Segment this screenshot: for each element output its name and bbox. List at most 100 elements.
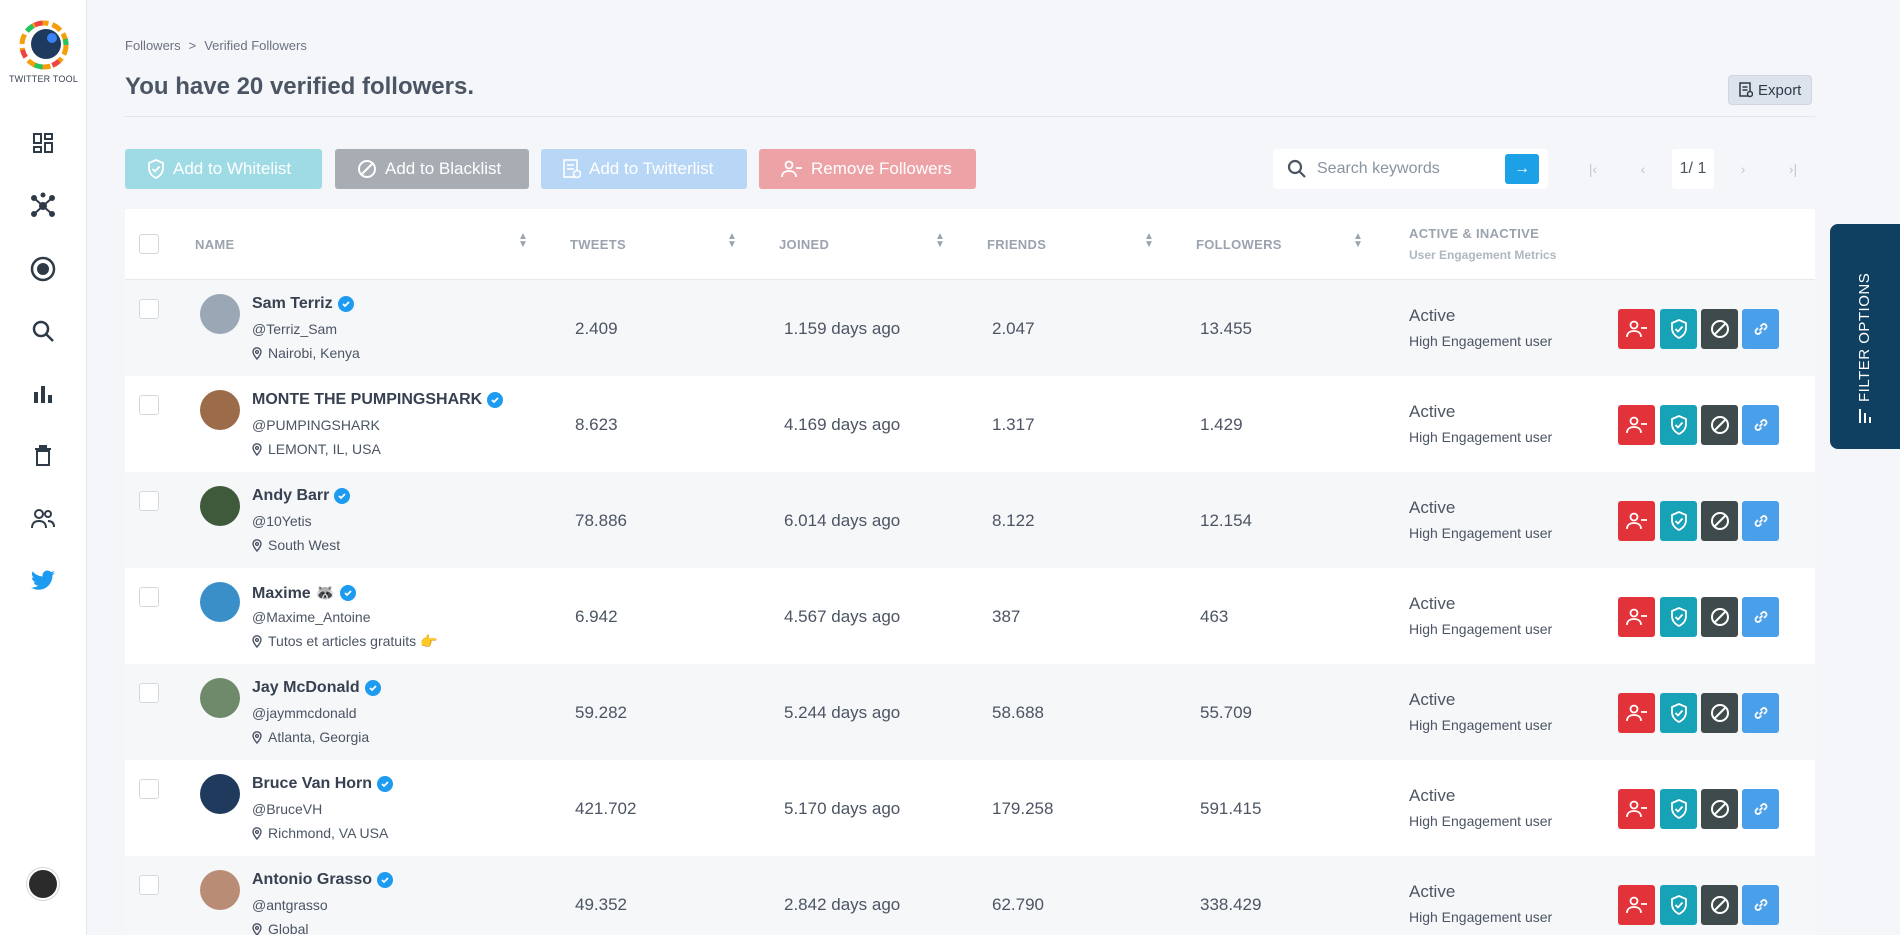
col-status[interactable]: ACTIVE & INACTIVE: [1409, 226, 1540, 241]
sort-icon[interactable]: ▲ ▼: [935, 231, 945, 250]
friends-count: 179.258: [992, 799, 1054, 818]
user-handle[interactable]: @antgrasso: [252, 897, 328, 913]
user-handle[interactable]: @10Yetis: [252, 513, 312, 529]
filter-options-tab[interactable]: FILTER OPTIONS: [1830, 224, 1900, 449]
bar-chart-icon[interactable]: [27, 378, 59, 410]
user-name-block[interactable]: Maxime 🦝: [252, 583, 357, 603]
row-checkbox[interactable]: [139, 299, 159, 319]
remove-follower-button[interactable]: [1618, 501, 1655, 541]
avatar[interactable]: [200, 486, 240, 526]
row-checkbox[interactable]: [139, 779, 159, 799]
users-icon[interactable]: [27, 503, 59, 535]
row-checkbox[interactable]: [139, 395, 159, 415]
user-handle[interactable]: @Maxime_Antoine: [252, 609, 371, 625]
col-joined[interactable]: JOINED: [779, 237, 830, 252]
network-icon[interactable]: [27, 190, 59, 222]
user-handle[interactable]: @PUMPINGSHARK: [252, 417, 380, 433]
col-name[interactable]: NAME: [195, 237, 235, 252]
add-to-whitelist-button[interactable]: Add to Whitelist: [125, 149, 322, 189]
whitelist-button[interactable]: [1660, 693, 1697, 733]
profile-link-button[interactable]: [1742, 885, 1779, 925]
whitelist-button[interactable]: [1660, 405, 1697, 445]
blacklist-button[interactable]: [1701, 309, 1738, 349]
user-handle[interactable]: @jaymmcdonald: [252, 705, 357, 721]
col-friends[interactable]: FRIENDS: [987, 237, 1047, 252]
app-logo[interactable]: TWITTER TOOL: [0, 20, 87, 84]
row-checkbox[interactable]: [139, 683, 159, 703]
remove-follower-button[interactable]: [1618, 789, 1655, 829]
profile-link-button[interactable]: [1742, 597, 1779, 637]
user-name-block[interactable]: Sam Terriz: [252, 295, 354, 313]
blacklist-button[interactable]: [1701, 597, 1738, 637]
whitelist-button[interactable]: [1660, 789, 1697, 829]
blacklist-button[interactable]: [1701, 405, 1738, 445]
col-followers[interactable]: FOLLOWERS: [1196, 237, 1282, 252]
search-submit-button[interactable]: →: [1505, 154, 1539, 184]
trash-icon[interactable]: [27, 440, 59, 472]
profile-link-button[interactable]: [1742, 501, 1779, 541]
profile-link-button[interactable]: [1742, 309, 1779, 349]
sort-icon[interactable]: ▲ ▼: [518, 231, 528, 250]
avatar[interactable]: [200, 774, 240, 814]
location-pin-icon: [252, 635, 262, 648]
friends-count: 1.317: [992, 415, 1035, 434]
remove-follower-button[interactable]: [1618, 597, 1655, 637]
remove-follower-button[interactable]: [1618, 885, 1655, 925]
last-page-button[interactable]: ›|: [1772, 149, 1814, 189]
first-page-button[interactable]: |‹: [1572, 149, 1614, 189]
sort-icon[interactable]: ▲ ▼: [727, 231, 737, 250]
whitelist-button[interactable]: [1660, 501, 1697, 541]
profile-link-button[interactable]: [1742, 789, 1779, 829]
profile-link-button[interactable]: [1742, 693, 1779, 733]
user-handle[interactable]: @Terriz_Sam: [252, 321, 338, 337]
remove-follower-button[interactable]: [1618, 309, 1655, 349]
select-all-checkbox[interactable]: [139, 234, 159, 254]
remove-followers-button[interactable]: Remove Followers: [759, 149, 976, 189]
whitelist-button[interactable]: [1660, 309, 1697, 349]
user-minus-icon: [1625, 800, 1647, 818]
target-icon[interactable]: [27, 253, 59, 285]
row-checkbox[interactable]: [139, 587, 159, 607]
add-to-blacklist-button[interactable]: Add to Blacklist: [335, 149, 529, 189]
avatar[interactable]: [200, 582, 240, 622]
friends-count: 62.790: [992, 895, 1044, 914]
blacklist-button[interactable]: [1701, 885, 1738, 925]
user-name-block[interactable]: Bruce Van Horn: [252, 775, 394, 793]
add-to-twitterlist-button[interactable]: Add to Twitterlist: [541, 149, 747, 189]
user-handle[interactable]: @BruceVH: [252, 801, 323, 817]
filter-icon: [1858, 409, 1871, 423]
breadcrumb-parent[interactable]: Followers: [125, 38, 181, 53]
user-name-block[interactable]: Andy Barr: [252, 487, 351, 505]
search-input[interactable]: [1317, 160, 1492, 178]
blacklist-button[interactable]: [1701, 501, 1738, 541]
blacklist-button[interactable]: [1701, 789, 1738, 829]
followers-count: 338.429: [1200, 895, 1262, 914]
export-button[interactable]: Export: [1728, 75, 1813, 105]
search-icon[interactable]: [27, 315, 59, 347]
sort-icon[interactable]: ▲ ▼: [1144, 231, 1154, 250]
prev-page-button[interactable]: ‹: [1622, 149, 1664, 189]
search-icon: [1287, 159, 1306, 178]
next-page-button[interactable]: ›: [1722, 149, 1764, 189]
user-avatar[interactable]: [27, 868, 59, 900]
row-checkbox[interactable]: [139, 491, 159, 511]
remove-follower-button[interactable]: [1618, 693, 1655, 733]
avatar[interactable]: [200, 390, 240, 430]
twitter-icon[interactable]: [27, 565, 59, 597]
user-minus-icon: [781, 160, 802, 178]
user-name-block[interactable]: Jay McDonald: [252, 679, 381, 697]
col-tweets[interactable]: TWEETS: [570, 237, 626, 252]
avatar[interactable]: [200, 294, 240, 334]
avatar[interactable]: [200, 678, 240, 718]
user-name-block[interactable]: Antonio Grasso: [252, 871, 394, 889]
profile-link-button[interactable]: [1742, 405, 1779, 445]
user-name-block[interactable]: MONTE THE PUMPINGSHARK: [252, 391, 504, 409]
row-checkbox[interactable]: [139, 875, 159, 895]
whitelist-button[interactable]: [1660, 597, 1697, 637]
blacklist-button[interactable]: [1701, 693, 1738, 733]
whitelist-button[interactable]: [1660, 885, 1697, 925]
avatar[interactable]: [200, 870, 240, 910]
sort-icon[interactable]: ▲ ▼: [1353, 231, 1363, 250]
dashboard-icon[interactable]: [27, 127, 59, 159]
remove-follower-button[interactable]: [1618, 405, 1655, 445]
